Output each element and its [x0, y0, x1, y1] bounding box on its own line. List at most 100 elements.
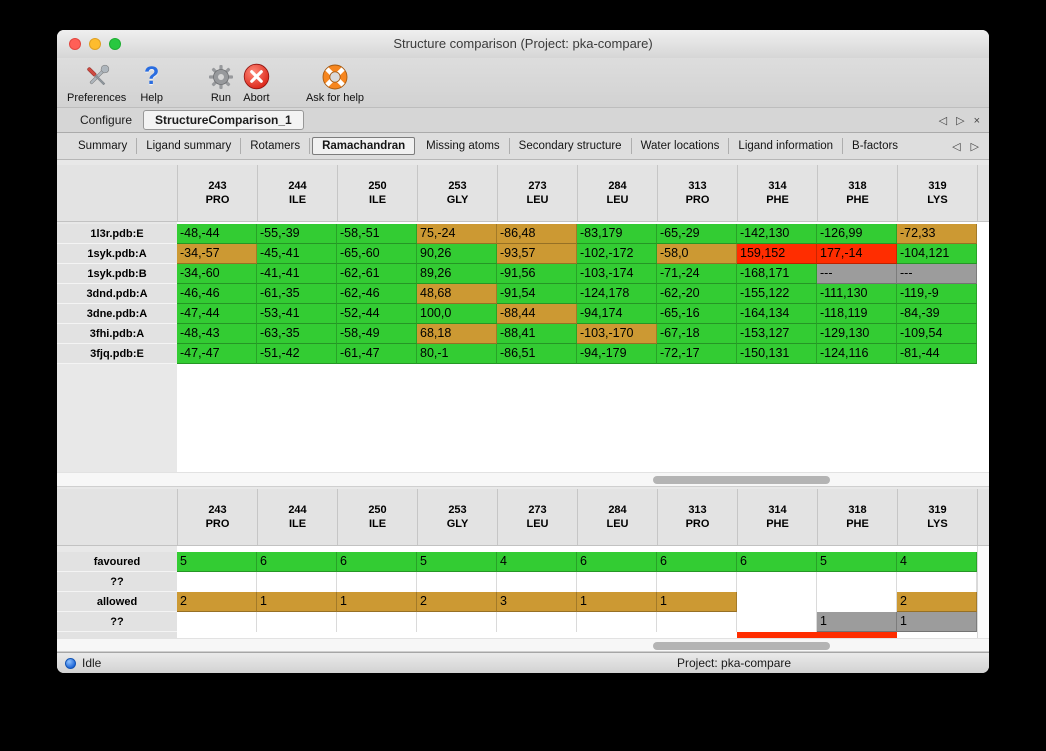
data-cell: [817, 632, 897, 638]
tab-configure[interactable]: Configure: [80, 113, 133, 127]
subtab-b-factors[interactable]: B-factors: [852, 140, 899, 152]
column-residue: PRO: [685, 194, 710, 206]
data-cell: [657, 572, 737, 592]
data-cell: 3: [497, 592, 577, 612]
data-cell: [897, 572, 977, 592]
tab-scroll-left-icon[interactable]: ◁: [938, 115, 948, 127]
run-button[interactable]: Run: [207, 61, 235, 104]
abort-button[interactable]: Abort: [243, 61, 270, 104]
close-window-button[interactable]: [69, 38, 81, 50]
subtab-ligand-information[interactable]: Ligand information: [729, 138, 844, 154]
toolbar-label: Help: [140, 92, 163, 104]
row-label: favoured: [57, 552, 177, 572]
data-cell: -62,-20: [657, 284, 737, 304]
column-headers: 243 PRO 244 ILE 250 ILE 253 GLY 273 LEU 284 LEU 313 P…: [177, 165, 977, 221]
data-cell: -47,-47: [177, 344, 257, 364]
column-header-273: 273 LEU: [497, 165, 577, 221]
data-cell: [177, 572, 257, 592]
data-cell: 177,-14: [817, 244, 897, 264]
data-cell: -94,-179: [577, 344, 657, 364]
data-cell: -67,-18: [657, 324, 737, 344]
toolbar-label: Abort: [243, 92, 270, 104]
data-cell: -91,56: [497, 264, 577, 284]
subtab-water-locations[interactable]: Water locations: [632, 138, 730, 154]
horizontal-scrollbar-top[interactable]: [57, 472, 989, 487]
tab-nav: ◁ ▷ ×: [939, 108, 980, 133]
data-cell: -81,-44: [897, 344, 977, 364]
tab-structurecomparison-1[interactable]: StructureComparison_1: [143, 110, 304, 130]
data-cell: -62,-61: [337, 264, 417, 284]
status-bar: Idle Project: pka-compare: [57, 652, 989, 673]
phi-psi-table: 243 PRO 244 ILE 250 ILE 253 GLY 273 LEU 284 LEU 313 P…: [57, 165, 989, 472]
data-cell: 159,152: [737, 244, 817, 264]
data-cell: [737, 612, 817, 632]
data-cell: -103,-174: [577, 264, 657, 284]
minimize-window-button[interactable]: [89, 38, 101, 50]
preferences-button[interactable]: Preferences: [67, 61, 126, 104]
column-residue: ILE: [368, 518, 387, 530]
data-cell: -153,127: [737, 324, 817, 344]
data-cell: 6: [577, 552, 657, 572]
column-header-318: 318 PHE: [817, 165, 897, 221]
column-header-314: 314 PHE: [737, 489, 817, 545]
app-window: Structure comparison (Project: pka-compa…: [57, 30, 989, 673]
data-cell: 1: [897, 612, 977, 632]
row-label: 3fjq.pdb:E: [57, 344, 177, 364]
scrollbar-thumb[interactable]: [653, 642, 830, 650]
tab-close-icon[interactable]: ×: [973, 114, 980, 127]
table-row: 3dne.pdb:A -47,-44 -53,-41 -52,-44 100,0 -88,…: [57, 304, 989, 324]
zoom-window-button[interactable]: [109, 38, 121, 50]
data-cell: -164,134: [737, 304, 817, 324]
column-residue: GLY: [446, 194, 469, 206]
data-cell: -168,171: [737, 264, 817, 284]
column-header-243: 243 PRO: [177, 489, 257, 545]
table-row: ?? 1 1: [57, 612, 989, 632]
row-label: 1syk.pdb:B: [57, 264, 177, 284]
gear-icon: [207, 61, 235, 92]
subtab-ligand-summary[interactable]: Ligand summary: [137, 138, 242, 154]
subtab-scroll-right-icon[interactable]: ▷: [970, 141, 979, 153]
column-residue: PRO: [205, 194, 230, 206]
status-project: Project: pka-compare: [677, 656, 792, 670]
data-cell: 6: [257, 552, 337, 572]
column-header-253: 253 GLY: [417, 165, 497, 221]
scrollbar-thumb[interactable]: [653, 476, 830, 484]
vertical-scrollbar[interactable]: [977, 546, 989, 638]
table-row-partial: [57, 632, 989, 638]
document-tab-bar: Configure StructureComparison_1 ◁ ▷ ×: [57, 108, 989, 133]
column-residue: PHE: [846, 518, 869, 530]
row-label: [57, 632, 177, 638]
subtab-ramachandran[interactable]: Ramachandran: [312, 137, 416, 155]
data-cell: -65,-16: [657, 304, 737, 324]
data-cell: -62,-46: [337, 284, 417, 304]
subtab-rotamers[interactable]: Rotamers: [241, 138, 311, 154]
tab-scroll-right-icon[interactable]: ▷: [956, 115, 965, 127]
ask-for-help-button[interactable]: Ask for help: [306, 61, 364, 104]
data-cell: -48,-44: [177, 224, 257, 244]
subtab-scroll-left-icon[interactable]: ◁: [952, 141, 961, 153]
subtab-secondary-structure[interactable]: Secondary structure: [510, 138, 632, 154]
data-cell: -150,131: [737, 344, 817, 364]
horizontal-scrollbar-bottom[interactable]: [57, 638, 989, 652]
data-cell: 48,68: [417, 284, 497, 304]
column-number: 313: [688, 504, 707, 516]
data-cell: -119,-9: [897, 284, 977, 304]
data-cell: -53,-41: [257, 304, 337, 324]
data-cell: 6: [737, 552, 817, 572]
column-header-284: 284 LEU: [577, 165, 657, 221]
column-residue: LEU: [606, 518, 629, 530]
data-cell: -72,33: [897, 224, 977, 244]
column-header-253: 253 GLY: [417, 489, 497, 545]
subtab-missing-atoms[interactable]: Missing atoms: [417, 138, 510, 154]
row-label: 3fhi.pdb:A: [57, 324, 177, 344]
column-residue: LYS: [927, 518, 948, 530]
subtab-summary[interactable]: Summary: [69, 138, 138, 154]
window-controls: [69, 38, 121, 50]
row-label: ??: [57, 572, 177, 592]
column-header-243: 243 PRO: [177, 165, 257, 221]
data-cell: ---: [897, 264, 977, 284]
help-button[interactable]: ? Help: [140, 61, 163, 104]
column-residue: PRO: [205, 518, 230, 530]
column-header-244: 244 ILE: [257, 489, 337, 545]
data-cell: -86,48: [497, 224, 577, 244]
